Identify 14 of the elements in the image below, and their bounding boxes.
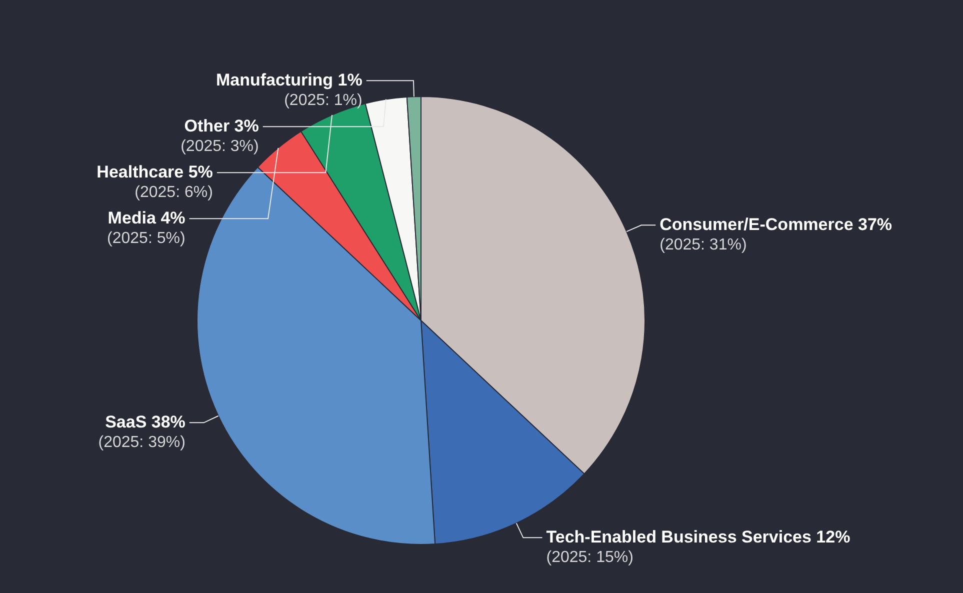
text: (2025: 31%) bbox=[660, 236, 747, 254]
slice-label: Manufacturing 1% bbox=[216, 70, 362, 90]
text: (2025: 15%) bbox=[546, 549, 634, 566]
slice-label: Tech-Enabled Business Services 12% bbox=[546, 527, 850, 546]
slice-label: Media 4% bbox=[108, 208, 186, 228]
text: (2025: 3%) bbox=[180, 138, 259, 156]
slice-label: Consumer/E-Commerce 37% bbox=[660, 214, 892, 234]
text: (2025: 1%) bbox=[284, 92, 362, 110]
text: (2025: 5%) bbox=[107, 230, 186, 248]
slice-label: SaaS 38% bbox=[105, 412, 186, 432]
slice-label: Healthcare 5% bbox=[96, 162, 213, 182]
text: (2025: 6%) bbox=[134, 184, 213, 202]
text: (2025: 39%) bbox=[98, 434, 186, 452]
slice-label: Other 3% bbox=[184, 116, 259, 136]
